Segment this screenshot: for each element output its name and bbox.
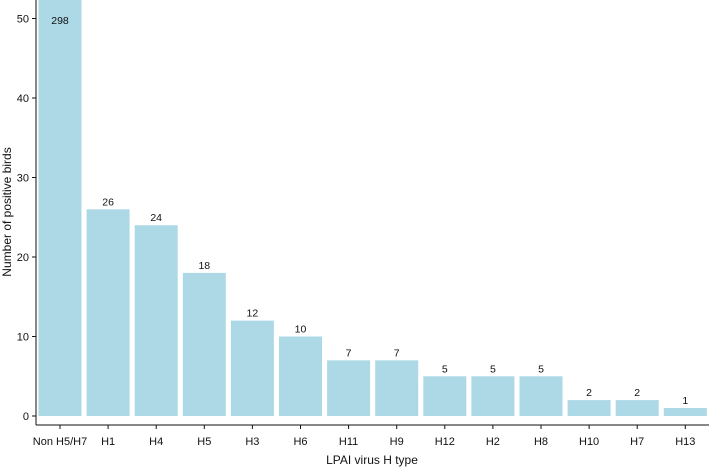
data-label: 5 xyxy=(442,363,448,375)
data-label: 2 xyxy=(586,387,592,399)
data-label: 12 xyxy=(247,308,259,320)
data-label: 5 xyxy=(538,363,544,375)
data-label: 298 xyxy=(51,15,69,27)
bars-group xyxy=(38,0,707,416)
y-tick-label: 50 xyxy=(17,14,29,26)
x-axis: Non H5/H7 H1 H4 H5 H3 H6 H11 H9 H12 H2 H8 H10 H7 H13 xyxy=(33,424,709,448)
bar xyxy=(663,408,707,416)
x-tick-label: H10 xyxy=(579,436,599,448)
y-tick-label: 0 xyxy=(23,411,29,423)
bar xyxy=(38,0,82,416)
data-label: 5 xyxy=(490,363,496,375)
bar xyxy=(423,376,467,416)
data-label: 7 xyxy=(346,347,352,359)
data-label: 10 xyxy=(295,324,307,336)
x-tick-label: H1 xyxy=(101,436,115,448)
y-axis: 0 10 20 30 40 50 xyxy=(17,0,37,425)
data-labels-group: 298 26 24 18 12 10 7 7 5 5 5 2 2 1 xyxy=(51,15,688,407)
bar xyxy=(615,400,659,416)
x-axis-title: LPAI virus H type xyxy=(326,453,418,467)
x-tick-label: H8 xyxy=(534,436,548,448)
y-tick-label: 40 xyxy=(17,93,29,105)
data-label: 2 xyxy=(634,387,640,399)
y-tick-label: 30 xyxy=(17,173,29,185)
data-label: 24 xyxy=(150,212,162,224)
x-tick-label: H2 xyxy=(486,436,500,448)
bar xyxy=(567,400,611,416)
y-tick-label: 10 xyxy=(17,332,29,344)
y-tick-label: 20 xyxy=(17,252,29,264)
x-tick-label: H11 xyxy=(339,436,358,448)
y-axis-title: Number of positive birds xyxy=(0,147,14,276)
x-tick-label: H5 xyxy=(197,436,211,448)
bar xyxy=(279,336,322,416)
bar xyxy=(134,225,178,416)
data-label: 26 xyxy=(102,196,114,208)
bar xyxy=(375,360,419,416)
data-label: 1 xyxy=(682,395,688,407)
bar xyxy=(327,360,371,416)
x-tick-label: H7 xyxy=(630,436,644,448)
bar xyxy=(471,376,515,416)
bar xyxy=(230,320,274,416)
data-label: 18 xyxy=(198,260,210,272)
x-tick-label: Non H5/H7 xyxy=(33,436,87,448)
bar xyxy=(182,272,226,416)
bar xyxy=(519,376,563,416)
x-tick-label: H9 xyxy=(390,436,404,448)
x-tick-label: H12 xyxy=(435,436,455,448)
data-label: 7 xyxy=(394,347,400,359)
x-tick-label: H6 xyxy=(293,436,307,448)
x-tick-label: H4 xyxy=(149,436,163,448)
x-tick-label: H13 xyxy=(675,436,695,448)
x-tick-label: H3 xyxy=(245,436,259,448)
bar xyxy=(86,209,130,416)
